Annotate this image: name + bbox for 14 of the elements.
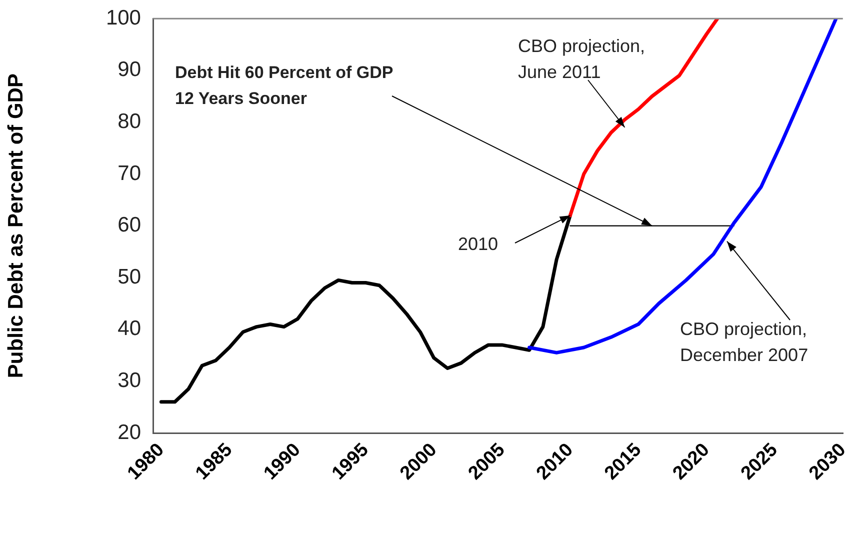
annotation: CBO projection, June 2011 [518, 36, 646, 82]
y-axis-title: Public Debt as Percent of GDP [4, 74, 28, 378]
y-tick-label: 20 [118, 420, 141, 444]
annotation: 2010 [458, 234, 498, 254]
annotation: Debt Hit 60 Percent of GDP 12 Years Sooner [175, 63, 394, 108]
y-tick-label: 70 [118, 162, 141, 185]
y-tick-label: 80 [118, 110, 141, 133]
y-tick-label: 60 [118, 214, 141, 237]
y-tick-label: 50 [118, 265, 141, 288]
annotation: CBO projection, December 2007 [680, 319, 808, 365]
y-tick-label: 40 [118, 317, 141, 340]
y-tick-label: 90 [118, 58, 141, 82]
y-tick-label: 30 [118, 368, 141, 392]
y-tick-label: 100 [106, 6, 141, 30]
